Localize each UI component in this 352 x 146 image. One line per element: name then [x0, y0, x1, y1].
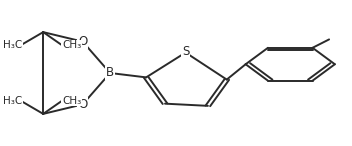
Text: CH₃: CH₃ — [62, 40, 81, 50]
Text: O: O — [78, 98, 87, 111]
Text: CH₃: CH₃ — [62, 96, 81, 106]
Text: H₃C: H₃C — [3, 97, 22, 106]
Text: H₃C: H₃C — [3, 40, 22, 49]
Text: B: B — [106, 66, 114, 80]
Text: S: S — [182, 45, 189, 58]
Text: O: O — [78, 35, 87, 48]
